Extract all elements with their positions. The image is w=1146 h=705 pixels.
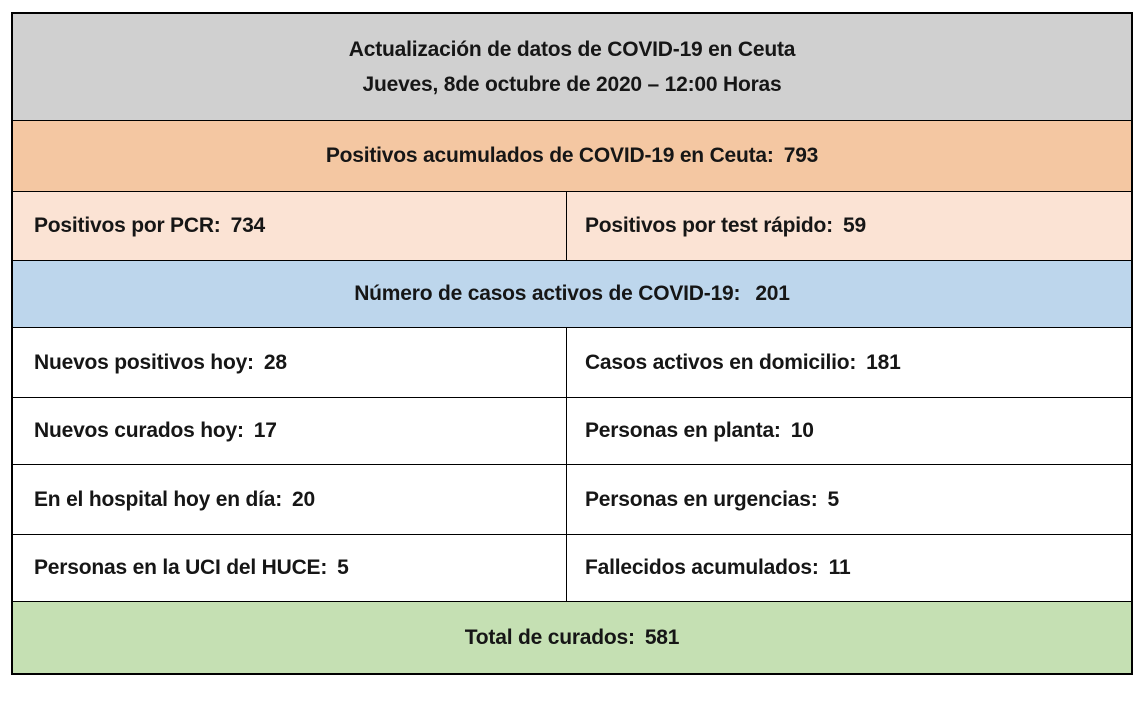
home-active-cases-cell: Casos activos en domicilio: 181 <box>567 328 1131 397</box>
ward-patients-label: Personas en planta: <box>584 419 781 442</box>
home-active-cases-value: 181 <box>866 350 901 374</box>
detail-row-3: En el hospital hoy en día: 20 Personas e… <box>13 464 1131 534</box>
accumulated-deaths-value: 11 <box>828 556 851 579</box>
active-cases-value: 201 <box>755 282 790 305</box>
detail-row-2: Nuevos curados hoy: 17 Personas en plant… <box>13 397 1131 464</box>
new-cured-label: Nuevos curados hoy: <box>34 419 244 442</box>
accumulated-positives-value: 793 <box>783 144 819 167</box>
header-title: Actualización de datos de COVID-19 en Ce… <box>348 38 796 61</box>
covid-report-table: Actualización de datos de COVID-19 en Ce… <box>11 12 1133 675</box>
hospitalized-today-value: 20 <box>292 487 315 511</box>
rapid-test-positives-cell: Positivos por test rápido: 59 <box>567 192 1131 260</box>
er-patients-cell: Personas en urgencias: 5 <box>567 465 1131 534</box>
header-date: Jueves, 8de octubre de 2020 – 12:00 Hora… <box>362 73 782 96</box>
pcr-positives-cell: Positivos por PCR: 734 <box>13 192 567 260</box>
accumulated-positives-label: Positivos acumulados de COVID-19 en Ceut… <box>325 144 774 167</box>
ward-patients-value: 10 <box>790 419 814 442</box>
accumulated-deaths-label: Fallecidos acumulados: <box>584 556 819 579</box>
rapid-test-positives-label: Positivos por test rápido: <box>584 214 833 237</box>
accumulated-deaths-cell: Fallecidos acumulados: 11 <box>567 535 1131 601</box>
accumulated-positives-row: Positivos acumulados de COVID-19 en Ceut… <box>13 120 1131 191</box>
total-cured-value: 581 <box>644 625 680 649</box>
icu-patients-cell: Personas en la UCI del HUCE: 5 <box>13 535 567 601</box>
active-cases-label: Número de casos activos de COVID-19: <box>354 282 741 305</box>
detail-row-1: Nuevos positivos hoy: 28 Casos activos e… <box>13 327 1131 397</box>
detail-row-4: Personas en la UCI del HUCE: 5 Fallecido… <box>13 534 1131 601</box>
pcr-positives-value: 734 <box>230 214 266 237</box>
new-positives-label: Nuevos positivos hoy: <box>34 350 254 374</box>
icu-patients-label: Personas en la UCI del HUCE: <box>34 556 328 579</box>
new-cured-cell: Nuevos curados hoy: 17 <box>13 398 567 464</box>
er-patients-value: 5 <box>827 487 840 511</box>
table-header: Actualización de datos de COVID-19 en Ce… <box>13 14 1131 120</box>
new-positives-value: 28 <box>263 350 287 374</box>
hospitalized-today-cell: En el hospital hoy en día: 20 <box>13 465 567 534</box>
pcr-positives-label: Positivos por PCR: <box>34 214 221 237</box>
total-cured-label: Total de curados: <box>464 625 635 649</box>
er-patients-label: Personas en urgencias: <box>584 487 818 511</box>
home-active-cases-label: Casos activos en domicilio: <box>584 350 857 374</box>
hospitalized-today-label: En el hospital hoy en día: <box>34 487 282 511</box>
new-positives-cell: Nuevos positivos hoy: 28 <box>13 328 567 397</box>
total-cured-row: Total de curados: 581 <box>13 601 1131 673</box>
active-cases-row: Número de casos activos de COVID-19: 201 <box>13 260 1131 327</box>
rapid-test-positives-value: 59 <box>842 214 866 237</box>
positives-breakdown-row: Positivos por PCR: 734 Positivos por tes… <box>13 191 1131 260</box>
new-cured-value: 17 <box>253 419 277 442</box>
ward-patients-cell: Personas en planta: 10 <box>567 398 1131 464</box>
icu-patients-value: 5 <box>337 556 349 579</box>
